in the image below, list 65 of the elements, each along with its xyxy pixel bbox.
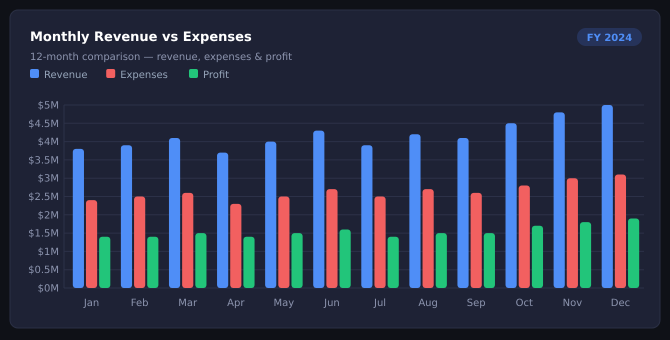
x-tick-label: Mar: [178, 298, 198, 309]
bar: [566, 178, 578, 288]
bar: [506, 123, 517, 288]
x-tick-label: Oct: [516, 298, 533, 309]
bar: [374, 196, 386, 288]
bar: [340, 229, 351, 288]
bar: [409, 134, 421, 288]
bar: [470, 192, 482, 288]
bar: [86, 200, 98, 288]
bar: [602, 105, 613, 288]
bar: [518, 186, 530, 288]
x-tick-label: Jun: [323, 298, 340, 309]
bar: [422, 189, 434, 288]
x-tick-label: Sep: [466, 298, 486, 309]
y-tick-label: $4.5M: [28, 118, 59, 130]
bar: [278, 196, 290, 288]
y-tick-label: $5M: [38, 100, 59, 112]
y-tick-label: $4M: [38, 137, 59, 148]
bar: [230, 204, 242, 288]
bar: [134, 196, 146, 288]
x-tick-label: Nov: [562, 298, 582, 309]
y-tick-label: $0.5M: [28, 265, 59, 276]
y-tick-label: $1M: [38, 246, 59, 258]
bar: [326, 189, 338, 288]
x-tick-label: May: [274, 298, 294, 309]
bar: [243, 236, 255, 288]
bar: [72, 148, 84, 288]
bar: [436, 233, 447, 288]
x-tick-label: Jan: [82, 298, 100, 309]
x-tick-label: Dec: [610, 298, 630, 309]
bar: [614, 174, 626, 288]
chart-title: Monthly Revenue vs Expenses: [30, 30, 252, 45]
bar: [147, 236, 158, 288]
legend-label: Revenue: [44, 70, 88, 81]
y-tick-label: $2.5M: [28, 192, 59, 203]
text: FY 2024: [586, 33, 632, 44]
legend-label: Expenses: [120, 70, 168, 81]
bar: [291, 233, 303, 288]
x-tick-label: Aug: [418, 298, 438, 309]
bar: [182, 192, 194, 288]
bar: [628, 218, 640, 288]
bar: [168, 138, 180, 288]
legend-label: Profit: [203, 70, 230, 81]
bar: [484, 233, 495, 288]
bar: [120, 145, 132, 288]
y-tick-label: $3M: [38, 174, 59, 185]
x-tick-label: Jul: [373, 298, 386, 309]
bar: [313, 130, 324, 288]
bar: [580, 222, 592, 288]
chart-subtitle: 12-month comparison — revenue, expenses & profit: [30, 52, 292, 63]
y-tick-label: $0M: [38, 284, 59, 294]
bar: [217, 152, 228, 288]
bar: [554, 112, 565, 288]
bar: [99, 236, 110, 288]
bar: [361, 145, 372, 288]
y-tick-label: $2M: [38, 210, 59, 222]
x-tick-label: Feb: [130, 298, 148, 309]
x-tick-label: Apr: [227, 298, 246, 309]
bar: [388, 236, 399, 288]
bar: [195, 233, 206, 288]
bar: [457, 138, 469, 288]
bar: [265, 142, 276, 288]
y-tick-label: $3.5M: [28, 155, 59, 166]
y-tick-label: $1.5M: [28, 228, 59, 240]
bar: [532, 226, 544, 288]
